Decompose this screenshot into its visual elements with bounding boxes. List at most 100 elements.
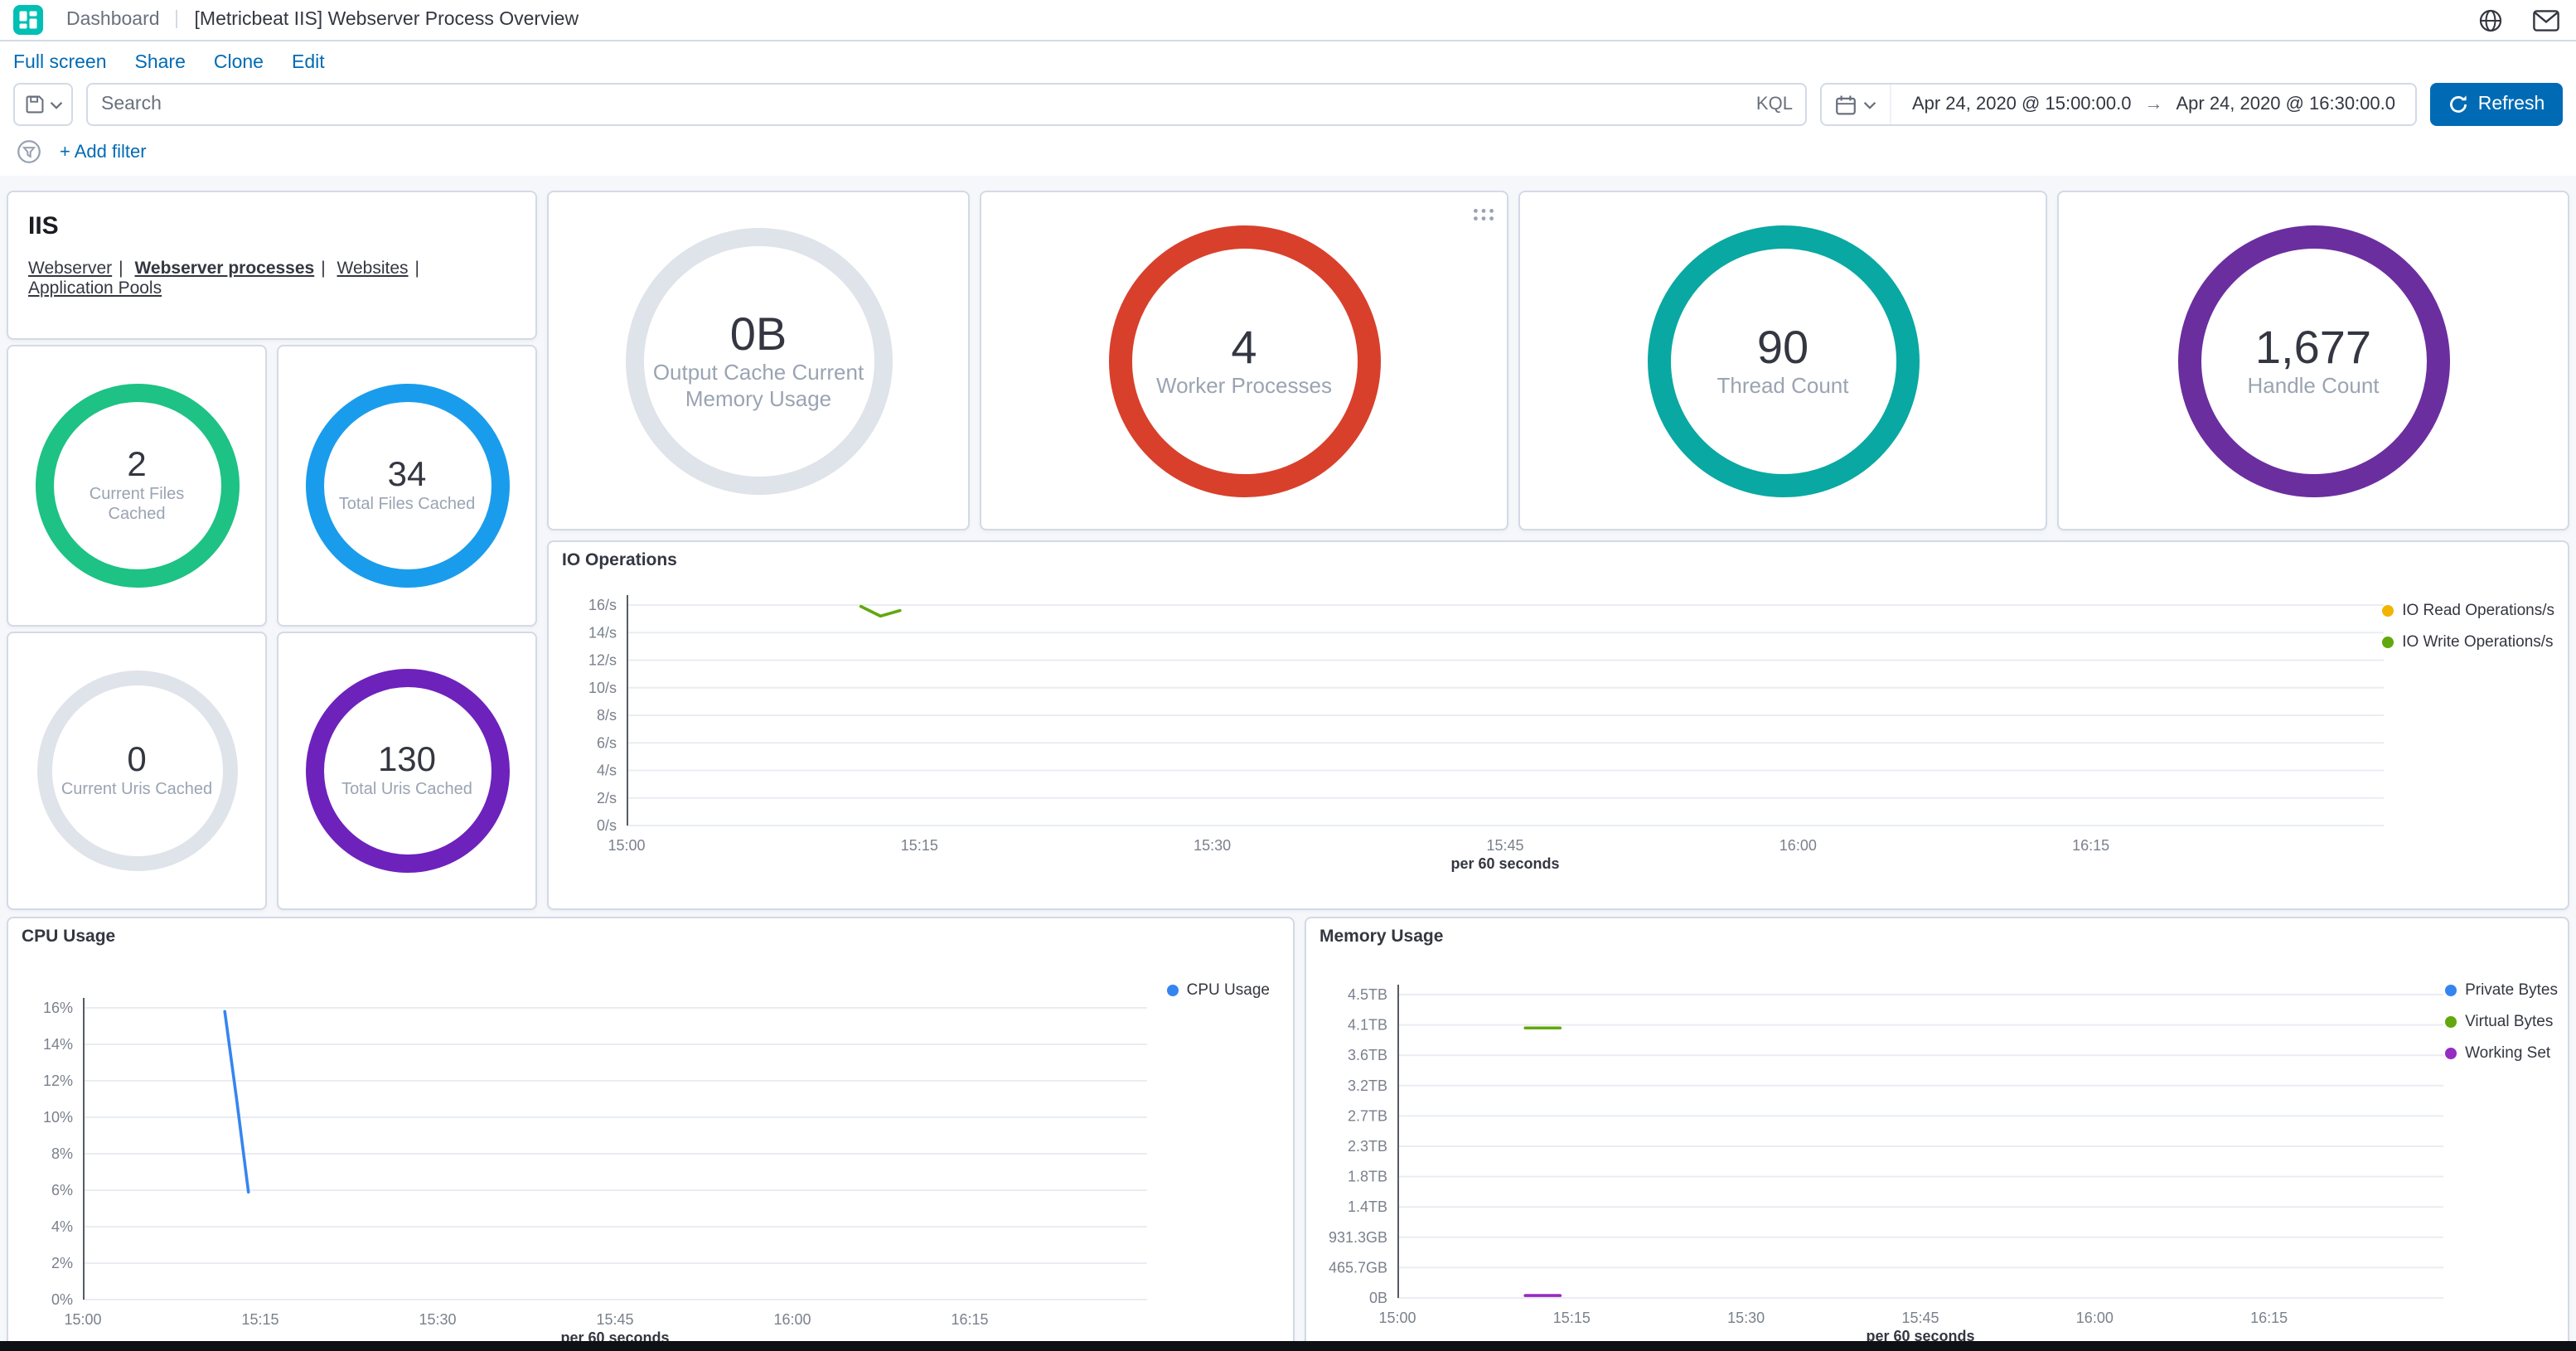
dashboard-canvas: IIS Webserver Webserver processes Websit…	[0, 176, 2576, 1351]
kibana-logo[interactable]	[13, 5, 43, 35]
legend-item[interactable]: Private Bytes	[2445, 981, 2558, 1000]
svg-text:0%: 0%	[51, 1291, 73, 1308]
svg-text:15:00: 15:00	[608, 837, 645, 854]
svg-text:8%: 8%	[51, 1145, 73, 1162]
svg-text:16:00: 16:00	[2076, 1310, 2114, 1326]
link-webserver[interactable]: Webserver	[28, 259, 113, 278]
gauge: 0B Output Cache Current Memory Usage	[621, 223, 896, 498]
memory-usage-chart[interactable]: 0B 465.7GB 931.3GB 1.4TB 1.8TB 2.3TB 2.7TB 3.2T…	[1306, 918, 2568, 1348]
dashboard-menu-bar: Full screen Share Clone Edit	[0, 41, 2576, 78]
search-field: KQL	[86, 83, 1808, 126]
panel-gauge-total-uris-cached: 130 Total Uris Cached	[277, 632, 537, 910]
legend-item[interactable]: Virtual Bytes	[2445, 1013, 2558, 1031]
gauge-ring	[305, 669, 509, 873]
filter-icon[interactable]	[17, 139, 41, 164]
legend-item[interactable]: IO Write Operations/s	[2382, 633, 2554, 651]
svg-text:10/s: 10/s	[588, 680, 617, 696]
legend-label: IO Write Operations/s	[2402, 633, 2554, 651]
cpu-usage-legend: CPU Usage	[1166, 981, 1270, 1000]
add-filter-button[interactable]: + Add filter	[60, 142, 147, 162]
svg-text:15:30: 15:30	[419, 1311, 456, 1328]
menu-full-screen[interactable]: Full screen	[13, 53, 107, 73]
page-title: [Metricbeat IIS] Webserver Process Overv…	[194, 10, 579, 30]
calendar-icon	[1837, 94, 1857, 114]
svg-text:14%: 14%	[43, 1036, 73, 1053]
mail-icon[interactable]	[2533, 9, 2559, 31]
legend-item[interactable]: CPU Usage	[1166, 981, 1270, 1000]
svg-text:0B: 0B	[1369, 1290, 1387, 1306]
date-picker[interactable]: Apr 24, 2020 @ 15:00:00.0 → Apr 24, 2020…	[1820, 83, 2417, 126]
legend-dot	[2445, 985, 2457, 996]
gauge-label: Total Uris Cached	[341, 780, 472, 799]
svg-text:2.3TB: 2.3TB	[1348, 1138, 1387, 1155]
gauge-value: 90	[1756, 321, 1809, 373]
svg-text:15:30: 15:30	[1194, 837, 1231, 854]
help-icon[interactable]	[2478, 7, 2503, 32]
gauge: 130 Total Uris Cached	[304, 668, 510, 874]
cpu-usage-chart[interactable]: 0% 2% 4% 6% 8% 10% 12% 14% 16% 15:00 15:15 15:30 15:…	[8, 918, 1293, 1348]
query-bar: KQL Apr 24, 2020 @ 15:00:00.0 → Apr 24, …	[0, 78, 2576, 131]
link-websites[interactable]: Websites	[337, 259, 409, 278]
gauge: 0 Current Uris Cached	[34, 668, 240, 874]
search-input[interactable]	[101, 94, 1743, 114]
svg-text:10%: 10%	[43, 1109, 73, 1126]
svg-text:15:00: 15:00	[1378, 1310, 1416, 1326]
panel-gauge-current-uris-cached: 0 Current Uris Cached	[7, 632, 267, 910]
breadcrumb: Dashboard [Metricbeat IIS] Webserver Pro…	[66, 10, 579, 30]
svg-text:15:45: 15:45	[596, 1311, 633, 1328]
series-line	[859, 604, 902, 618]
menu-edit[interactable]: Edit	[292, 53, 325, 73]
panel-iis-links: IIS Webserver Webserver processes Websit…	[7, 191, 537, 340]
gauge-label: Worker Processes	[1156, 373, 1332, 399]
gauge-ring	[36, 671, 237, 871]
chart-title: Memory Usage	[1319, 927, 1444, 947]
svg-text:16:15: 16:15	[2250, 1310, 2288, 1326]
panel-gauge-output-cache-memory: 0B Output Cache Current Memory Usage	[547, 191, 970, 530]
svg-text:15:15: 15:15	[241, 1311, 278, 1328]
refresh-button[interactable]: Refresh	[2430, 83, 2563, 126]
svg-text:16:00: 16:00	[773, 1311, 811, 1328]
link-webserver-processes[interactable]: Webserver processes	[134, 259, 315, 278]
legend-item[interactable]: IO Read Operations/s	[2382, 602, 2554, 620]
svg-text:16/s: 16/s	[588, 597, 617, 613]
link-application-pools[interactable]: Application Pools	[28, 278, 162, 298]
io-operations-chart[interactable]: 0/s 2/s 4/s 6/s 8/s 10/s 12/s 14/s 16/s 15:00 15:1…	[549, 542, 2568, 908]
svg-text:3.6TB: 3.6TB	[1348, 1047, 1387, 1063]
svg-text:16:00: 16:00	[1779, 837, 1817, 854]
kql-toggle[interactable]: KQL	[1755, 94, 1793, 114]
gauge: 34 Total Files Cached	[304, 383, 510, 588]
gauge-label: Thread Count	[1717, 373, 1849, 399]
svg-text:per 60 seconds: per 60 seconds	[1866, 1328, 1974, 1344]
gauge-ring	[1108, 225, 1380, 496]
memory-usage-legend: Private Bytes Virtual Bytes Working Set	[2445, 981, 2558, 1063]
date-from[interactable]: Apr 24, 2020 @ 15:00:00.0	[1911, 94, 2132, 114]
menu-share[interactable]: Share	[134, 53, 186, 73]
panel-options-icon[interactable]	[1469, 197, 1499, 234]
gauge-label: Handle Count	[2247, 373, 2380, 399]
breadcrumb-dashboard[interactable]: Dashboard	[66, 10, 195, 30]
chevron-down-icon	[1864, 101, 1877, 109]
iis-title: IIS	[28, 212, 59, 240]
date-range-arrow: →	[2144, 94, 2163, 114]
date-range: Apr 24, 2020 @ 15:00:00.0 → Apr 24, 2020…	[1892, 94, 2415, 114]
legend-label: Working Set	[2465, 1044, 2551, 1063]
svg-text:16:15: 16:15	[2072, 837, 2109, 854]
gauge-value: 1,677	[2254, 321, 2372, 373]
save-query-button[interactable]	[13, 83, 73, 126]
gauge-label: Current Uris Cached	[61, 780, 213, 799]
menu-clone[interactable]: Clone	[213, 53, 264, 73]
refresh-label: Refresh	[2477, 94, 2545, 114]
panel-gauge-total-files-cached: 34 Total Files Cached	[277, 345, 537, 627]
gauge: 90 Thread Count	[1645, 223, 1920, 498]
svg-text:14/s: 14/s	[588, 624, 617, 641]
svg-text:15:15: 15:15	[901, 837, 938, 854]
panel-memory-usage: Memory Usage 0B 465.7GB 931.3GB 1.4TB 1.8TB 2…	[1305, 917, 2569, 1349]
legend-dot	[2445, 1016, 2457, 1028]
chart-canvas: 0/s 2/s 4/s 6/s 8/s 10/s 12/s 14/s 16/s 15:00 15:1…	[588, 595, 2384, 872]
svg-text:2.7TB: 2.7TB	[1348, 1107, 1387, 1124]
iis-links: Webserver Webserver processes Websites A…	[28, 259, 516, 298]
legend-item[interactable]: Working Set	[2445, 1044, 2558, 1063]
gauge-value: 4	[1231, 321, 1257, 373]
date-to[interactable]: Apr 24, 2020 @ 16:30:00.0	[2176, 94, 2395, 114]
date-picker-calendar-button[interactable]	[1823, 85, 1892, 124]
